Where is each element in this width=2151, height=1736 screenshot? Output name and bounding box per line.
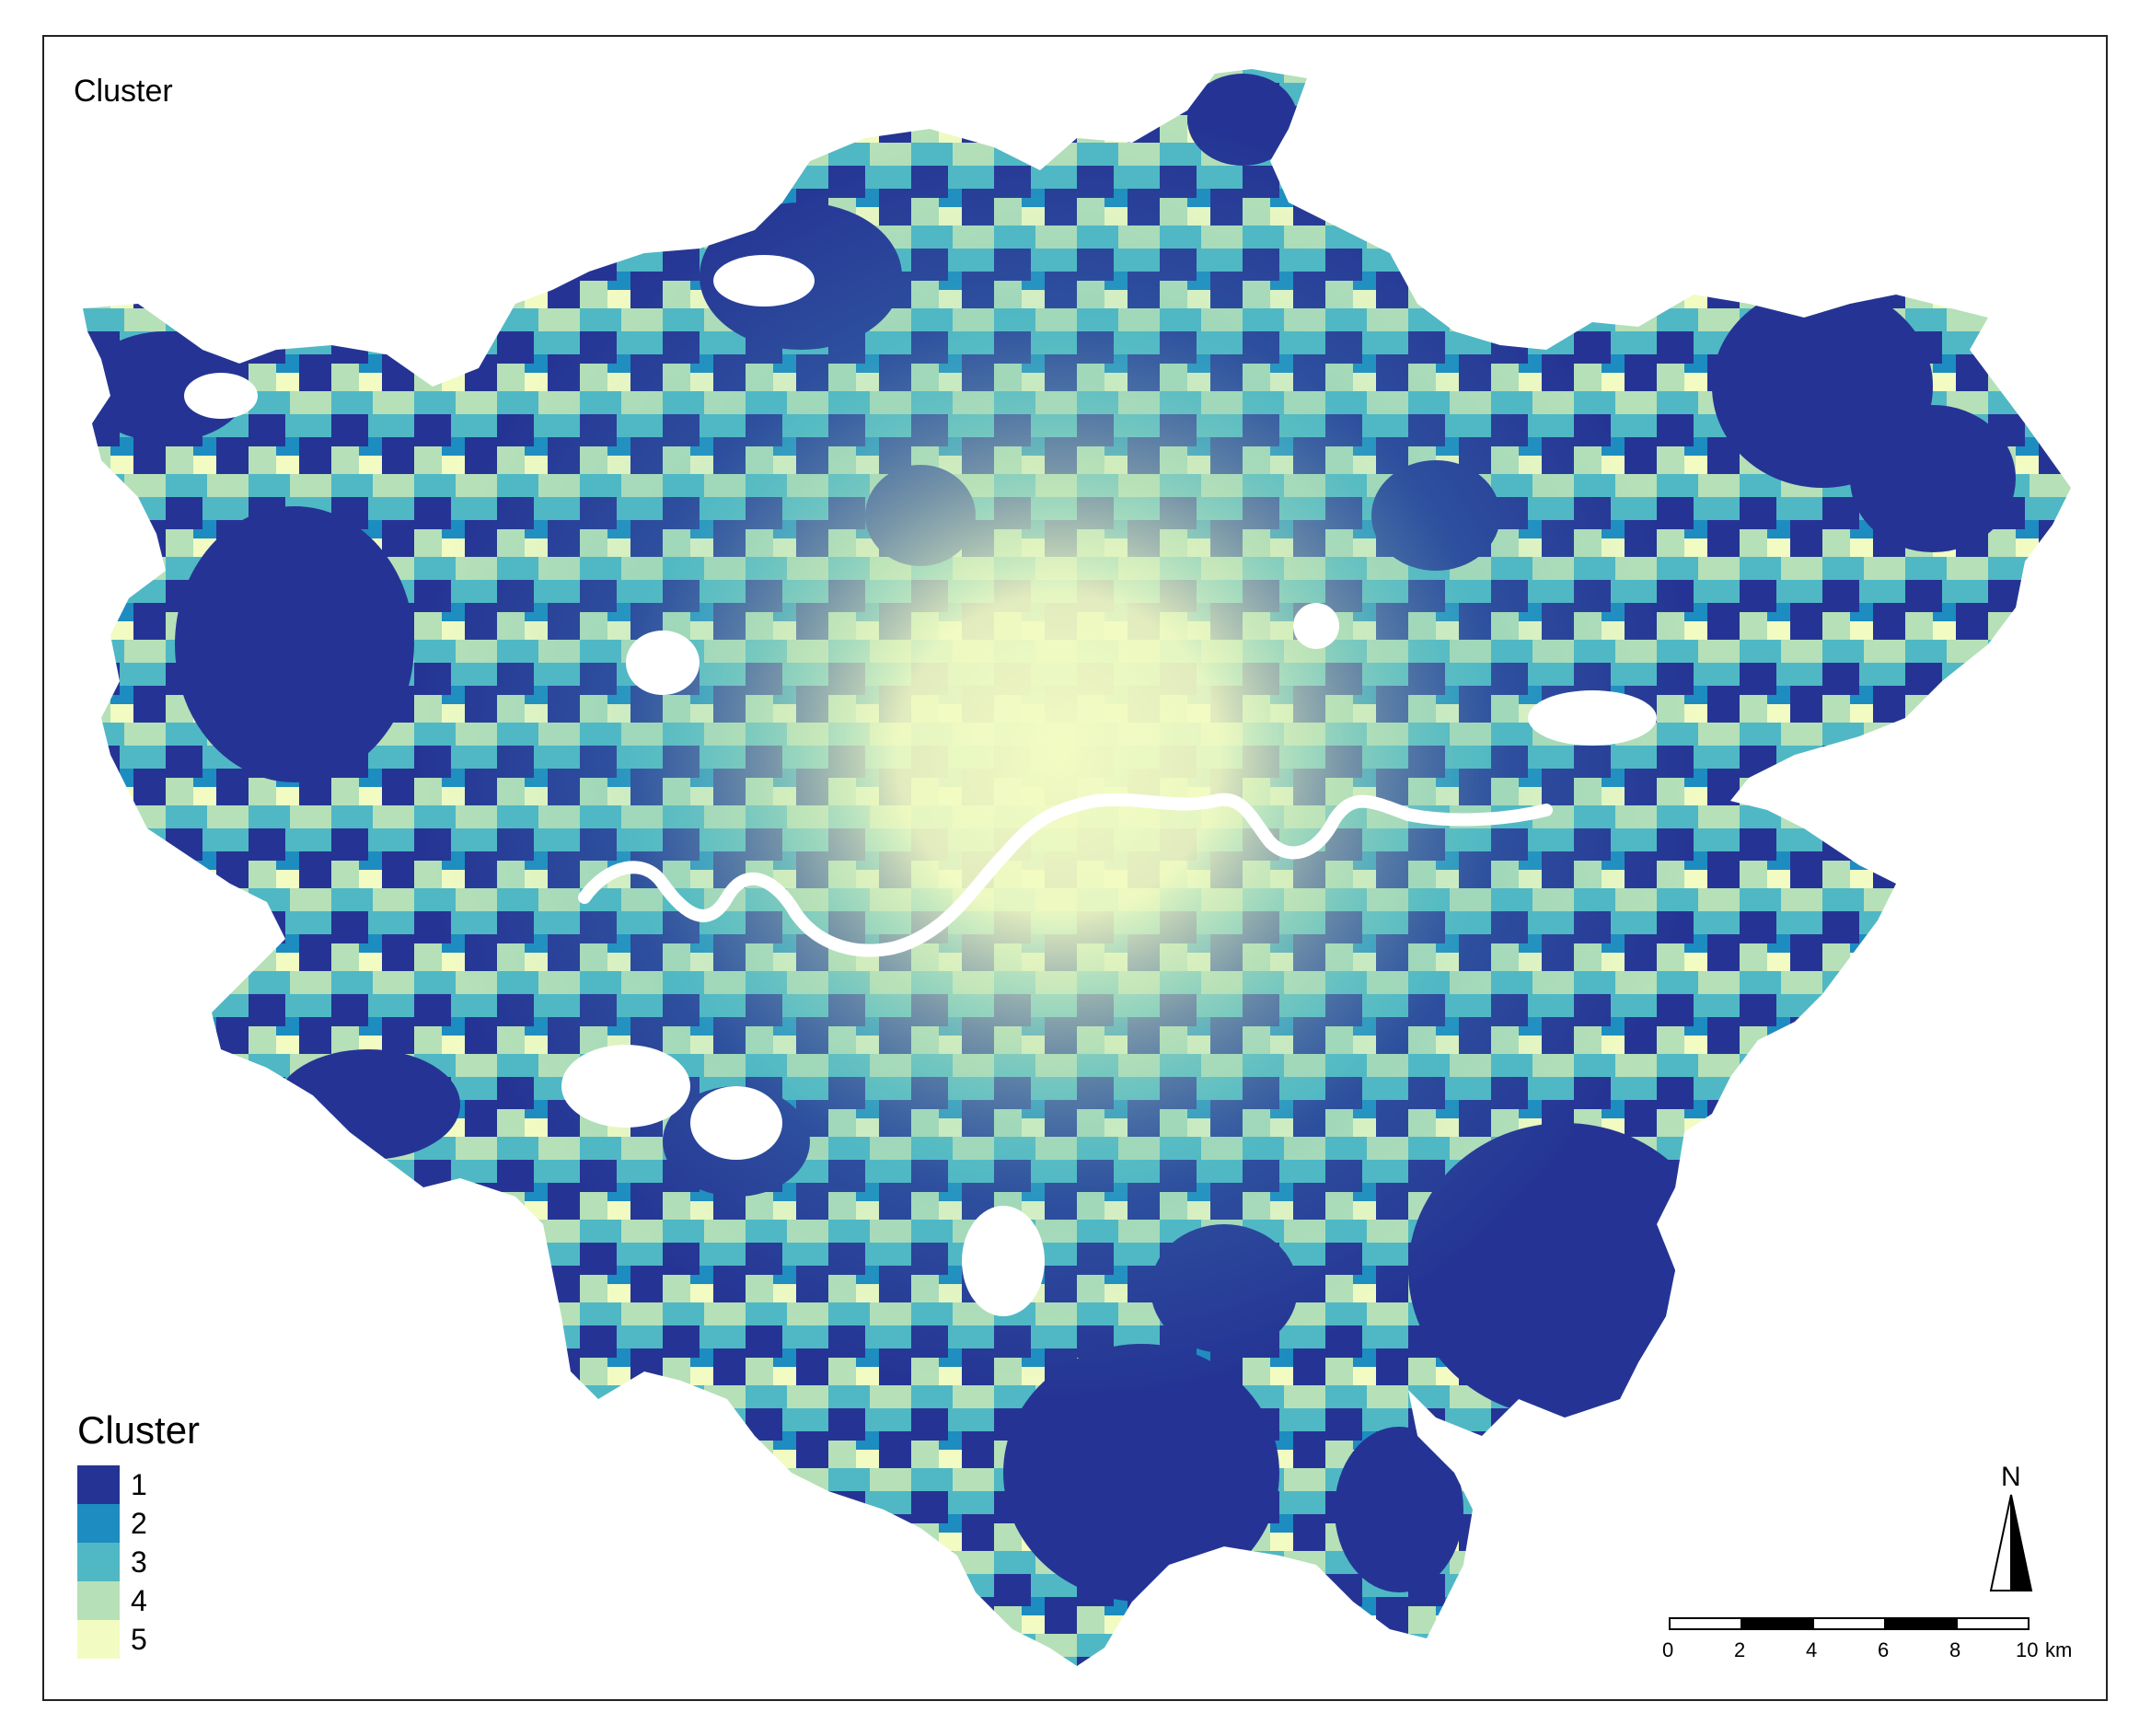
legend-item: 1 bbox=[77, 1465, 200, 1504]
legend-label: 3 bbox=[131, 1545, 147, 1579]
legend: Cluster 1 2 3 4 5 bbox=[77, 1408, 200, 1659]
scale-tick-label: 10 bbox=[2016, 1638, 2039, 1661]
north-label: N bbox=[2001, 1462, 2021, 1492]
scale-tick-label: 4 bbox=[1806, 1638, 1818, 1661]
legend-swatch bbox=[77, 1465, 120, 1504]
legend-swatch bbox=[77, 1581, 120, 1620]
legend-label: 4 bbox=[131, 1583, 147, 1617]
scale-tick-label: 0 bbox=[1662, 1638, 1674, 1661]
park-holes bbox=[184, 255, 1657, 1316]
legend-swatch bbox=[77, 1620, 120, 1659]
map-title: Cluster bbox=[74, 74, 173, 109]
scale-bar bbox=[1669, 1617, 2030, 1630]
scale-tick-label: 2 bbox=[1734, 1638, 1746, 1661]
legend-title: Cluster bbox=[77, 1408, 201, 1452]
river-thames bbox=[578, 793, 1553, 957]
legend-item: 5 bbox=[77, 1620, 200, 1659]
legend-item: 2 bbox=[77, 1504, 200, 1543]
scale-unit-label: km bbox=[2045, 1638, 2073, 1661]
north-arrow-icon bbox=[1989, 1494, 2033, 1591]
legend-item: 3 bbox=[77, 1543, 200, 1581]
legend-swatch bbox=[77, 1504, 120, 1543]
legend-label: 1 bbox=[131, 1467, 147, 1501]
scale-tick-label: 6 bbox=[1878, 1638, 1890, 1661]
scale-tick-label: 8 bbox=[1949, 1638, 1961, 1661]
legend-swatch bbox=[77, 1543, 120, 1581]
legend-label: 2 bbox=[131, 1506, 147, 1540]
legend-item: 4 bbox=[77, 1581, 200, 1620]
legend-label: 5 bbox=[131, 1622, 147, 1656]
